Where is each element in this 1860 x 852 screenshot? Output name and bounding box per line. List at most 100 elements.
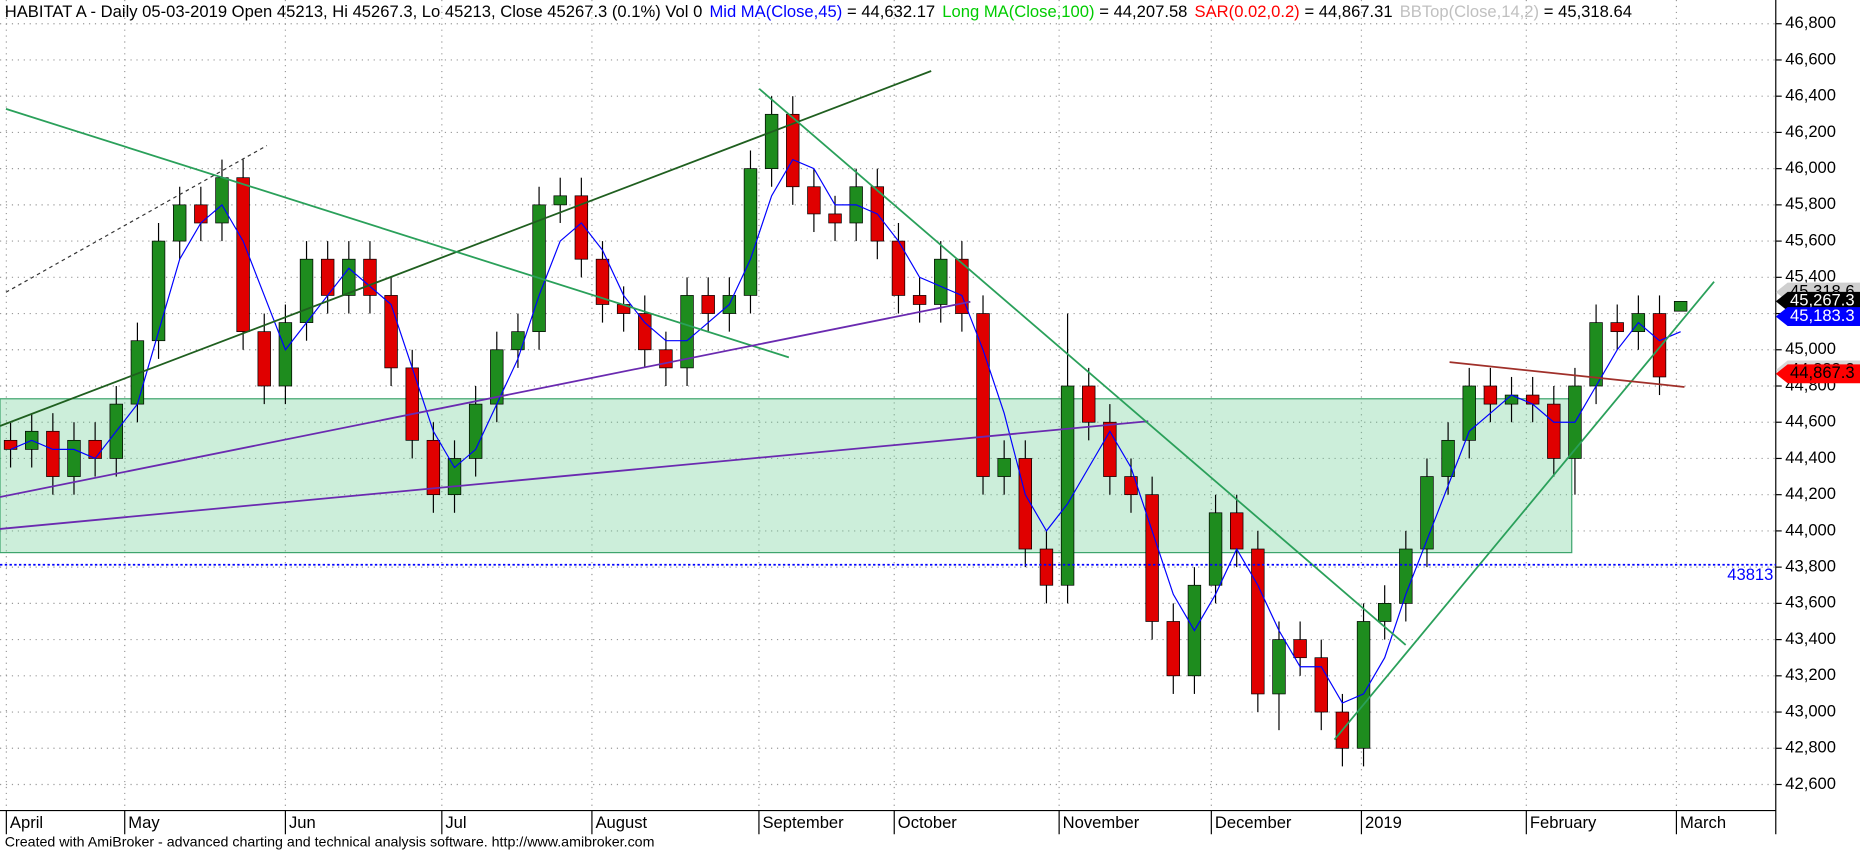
support-zone — [0, 398, 1573, 554]
candle-body — [257, 331, 271, 387]
candle-body — [172, 204, 187, 242]
candle-body — [553, 195, 567, 206]
candle-body — [1272, 639, 1286, 695]
candle-body — [828, 213, 842, 224]
indicator-name: BBTop(Close,14,2) — [1400, 2, 1539, 21]
candle-body — [1399, 548, 1413, 604]
candle-body — [1018, 458, 1032, 550]
y-tick-label: 46,600 — [1785, 49, 1836, 68]
candle-body — [1314, 657, 1328, 713]
y-tick-label: 43,800 — [1785, 557, 1836, 576]
y-tick-label: 42,800 — [1785, 738, 1836, 757]
indicator-value: = 44,867.31 — [1304, 2, 1392, 21]
y-tick-label: 46,000 — [1785, 158, 1836, 177]
x-tick-label: October — [898, 813, 958, 832]
candle-body — [680, 295, 694, 369]
candle-body — [1377, 603, 1392, 622]
y-tick-label: 45,000 — [1785, 339, 1836, 358]
y-tick-label: 46,400 — [1785, 86, 1836, 105]
x-tick-label: May — [128, 813, 160, 832]
candle-body — [426, 439, 441, 496]
candle-body — [955, 258, 969, 314]
y-tick-label: 45,600 — [1785, 230, 1836, 249]
candle-body — [1356, 621, 1371, 749]
y-tick-label: 43,200 — [1785, 665, 1836, 684]
candle-body — [574, 195, 589, 260]
y-tick-label: 46,200 — [1785, 122, 1836, 141]
candle-body — [1547, 403, 1561, 459]
candle-body — [1039, 548, 1054, 586]
trendline — [5, 108, 790, 359]
trendline — [758, 88, 1407, 646]
candle-body — [151, 240, 166, 342]
trendline — [1449, 361, 1685, 388]
candle-body — [342, 258, 356, 296]
candle-body — [1208, 512, 1223, 586]
candle-body — [67, 439, 81, 477]
candle-body — [1673, 301, 1688, 312]
y-tick-label: 42,600 — [1785, 774, 1836, 793]
x-tick-label: November — [1063, 813, 1140, 832]
x-tick-label: September — [762, 813, 844, 832]
y-tick-label: 45,400 — [1785, 267, 1836, 286]
x-tick-label: February — [1530, 813, 1597, 832]
price-tag — [1775, 307, 1860, 327]
y-tick-label: 43,400 — [1785, 629, 1836, 648]
level-label: 43813 — [1727, 565, 1773, 584]
candle-body — [701, 295, 715, 314]
price-tag-label: 45,183.3 — [1790, 306, 1855, 325]
y-tick-label: 44,000 — [1785, 520, 1836, 539]
price-tag — [1775, 364, 1860, 384]
candle-body — [934, 258, 948, 305]
candle-body — [236, 177, 250, 333]
y-tick-label: 44,400 — [1785, 448, 1836, 467]
candle-body — [299, 258, 314, 323]
candle-body — [1610, 322, 1624, 333]
candle-body — [912, 295, 927, 305]
trendline — [1333, 281, 1715, 741]
indicator-line — [10, 158, 1681, 704]
trendline — [0, 70, 932, 427]
candle-body — [764, 113, 779, 169]
indicator-value: = 45,318.64 — [1544, 2, 1632, 21]
trendline — [5, 145, 268, 293]
y-tick-label: 46,800 — [1785, 13, 1836, 32]
indicator-value: = 44,632.17 — [847, 2, 935, 21]
candle-body — [1293, 639, 1307, 659]
candle-body — [1145, 494, 1159, 622]
price-tag — [1775, 291, 1860, 311]
price-tag-label: 45,267.3 — [1790, 291, 1855, 310]
y-tick-label: 43,000 — [1785, 701, 1836, 720]
candle-body — [278, 322, 293, 387]
candle-body — [1420, 476, 1434, 550]
candle-body — [1166, 621, 1180, 677]
y-tick-label: 43,600 — [1785, 593, 1836, 612]
x-tick-label: April — [10, 813, 43, 832]
candle-body — [1251, 548, 1265, 695]
indicator-name: Long MA(Close,100) — [942, 2, 1094, 21]
candle-body — [659, 349, 673, 369]
x-tick-label: Jul — [445, 813, 466, 832]
y-tick-label: 45,800 — [1785, 194, 1836, 213]
candle-body — [88, 439, 102, 459]
candle-body — [215, 177, 229, 224]
indicator-value: = 44,207.58 — [1099, 2, 1187, 21]
candle-body — [1652, 313, 1667, 378]
x-tick-label: August — [595, 813, 647, 832]
candle-body — [46, 430, 60, 477]
x-tick-label: March — [1680, 813, 1726, 832]
candle-body — [468, 403, 483, 459]
candle-body — [1462, 385, 1476, 441]
x-tick-label: 2019 — [1365, 813, 1402, 832]
candle-body — [743, 168, 758, 296]
candle-body — [1441, 439, 1455, 477]
footer: Created with AmiBroker - advanced charti… — [5, 834, 655, 850]
candle-body — [405, 367, 419, 441]
chart-header: HABITAT A - Daily 05-03-2019 Open 45213,… — [5, 2, 1632, 21]
candle-body — [997, 458, 1011, 477]
candle-body — [532, 204, 546, 333]
y-tick-label: 44,600 — [1785, 412, 1836, 431]
y-tick-label: 44,200 — [1785, 484, 1836, 503]
candle-body — [595, 258, 610, 305]
